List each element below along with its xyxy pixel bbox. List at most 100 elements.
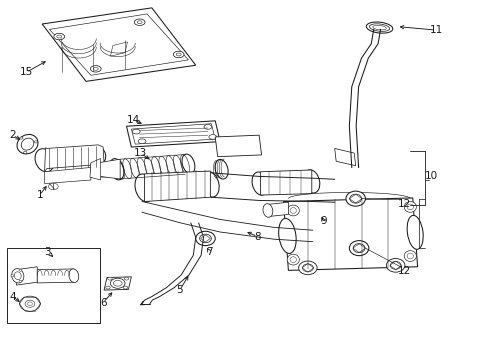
Ellipse shape <box>302 264 313 272</box>
Text: 9: 9 <box>320 216 326 226</box>
Ellipse shape <box>404 202 415 212</box>
Text: 3: 3 <box>43 247 50 257</box>
Ellipse shape <box>21 138 34 150</box>
Ellipse shape <box>303 170 319 193</box>
Ellipse shape <box>251 172 267 195</box>
Polygon shape <box>267 202 288 217</box>
Ellipse shape <box>345 191 365 206</box>
Polygon shape <box>283 198 417 270</box>
Ellipse shape <box>69 269 79 283</box>
Ellipse shape <box>54 33 64 40</box>
Ellipse shape <box>19 280 22 282</box>
Polygon shape <box>44 145 104 171</box>
Polygon shape <box>90 158 101 180</box>
Ellipse shape <box>201 171 219 197</box>
Ellipse shape <box>105 286 110 289</box>
Text: 2: 2 <box>10 130 16 140</box>
Polygon shape <box>126 121 220 147</box>
Ellipse shape <box>176 53 181 56</box>
Polygon shape <box>44 167 91 184</box>
Polygon shape <box>260 170 311 195</box>
Ellipse shape <box>25 300 35 307</box>
Polygon shape <box>97 159 120 179</box>
Ellipse shape <box>48 183 58 190</box>
Text: 15: 15 <box>20 67 33 77</box>
Ellipse shape <box>278 219 296 253</box>
Ellipse shape <box>389 261 400 269</box>
Ellipse shape <box>132 129 140 134</box>
Ellipse shape <box>203 125 211 129</box>
Ellipse shape <box>199 234 211 243</box>
Ellipse shape <box>182 154 194 174</box>
Ellipse shape <box>316 208 326 217</box>
Ellipse shape <box>369 24 389 31</box>
Ellipse shape <box>372 25 386 30</box>
Polygon shape <box>215 135 261 157</box>
Polygon shape <box>37 269 74 283</box>
Ellipse shape <box>27 302 32 306</box>
Ellipse shape <box>312 205 330 220</box>
Ellipse shape <box>352 244 364 253</box>
Ellipse shape <box>349 194 361 203</box>
Ellipse shape <box>215 159 228 179</box>
Ellipse shape <box>407 215 422 249</box>
Ellipse shape <box>93 67 98 70</box>
Ellipse shape <box>90 146 105 164</box>
Polygon shape <box>334 148 355 166</box>
Ellipse shape <box>19 269 22 271</box>
Ellipse shape <box>57 35 61 38</box>
Polygon shape <box>42 8 195 81</box>
Ellipse shape <box>407 204 413 210</box>
Ellipse shape <box>208 135 216 139</box>
Ellipse shape <box>110 278 125 288</box>
Ellipse shape <box>195 231 215 246</box>
Ellipse shape <box>17 134 38 154</box>
Text: 13: 13 <box>134 148 147 158</box>
Ellipse shape <box>386 258 404 272</box>
Polygon shape <box>16 267 37 285</box>
Ellipse shape <box>263 204 272 217</box>
Ellipse shape <box>35 149 54 172</box>
Ellipse shape <box>305 224 323 238</box>
Ellipse shape <box>286 254 299 265</box>
Text: 7: 7 <box>205 247 212 257</box>
Ellipse shape <box>20 296 40 311</box>
Ellipse shape <box>134 19 145 26</box>
Text: 6: 6 <box>100 298 106 308</box>
Ellipse shape <box>173 51 183 58</box>
Ellipse shape <box>14 272 21 280</box>
Ellipse shape <box>348 240 368 256</box>
Ellipse shape <box>124 277 128 280</box>
Ellipse shape <box>109 159 123 180</box>
Text: 12: 12 <box>397 266 410 276</box>
Ellipse shape <box>298 261 317 275</box>
Text: 5: 5 <box>176 285 183 296</box>
Text: 4: 4 <box>10 292 16 302</box>
Ellipse shape <box>123 286 127 289</box>
Ellipse shape <box>20 137 23 139</box>
Ellipse shape <box>107 277 112 280</box>
Ellipse shape <box>90 66 101 72</box>
Text: 12: 12 <box>397 199 410 209</box>
Ellipse shape <box>113 280 122 286</box>
Bar <box>7 248 100 323</box>
Text: 1: 1 <box>36 190 43 200</box>
Polygon shape <box>104 277 131 290</box>
Ellipse shape <box>11 275 14 277</box>
Text: 14: 14 <box>127 115 140 125</box>
Ellipse shape <box>138 139 146 144</box>
Ellipse shape <box>34 141 38 143</box>
Ellipse shape <box>23 151 27 153</box>
Ellipse shape <box>407 253 413 259</box>
Text: 8: 8 <box>254 232 261 242</box>
Ellipse shape <box>366 22 392 33</box>
Ellipse shape <box>289 208 296 213</box>
Ellipse shape <box>404 251 415 261</box>
Ellipse shape <box>135 174 154 202</box>
Ellipse shape <box>289 257 296 262</box>
Ellipse shape <box>288 220 307 235</box>
Ellipse shape <box>12 269 24 283</box>
Text: 11: 11 <box>428 25 442 35</box>
Polygon shape <box>144 171 210 202</box>
Ellipse shape <box>286 205 299 216</box>
